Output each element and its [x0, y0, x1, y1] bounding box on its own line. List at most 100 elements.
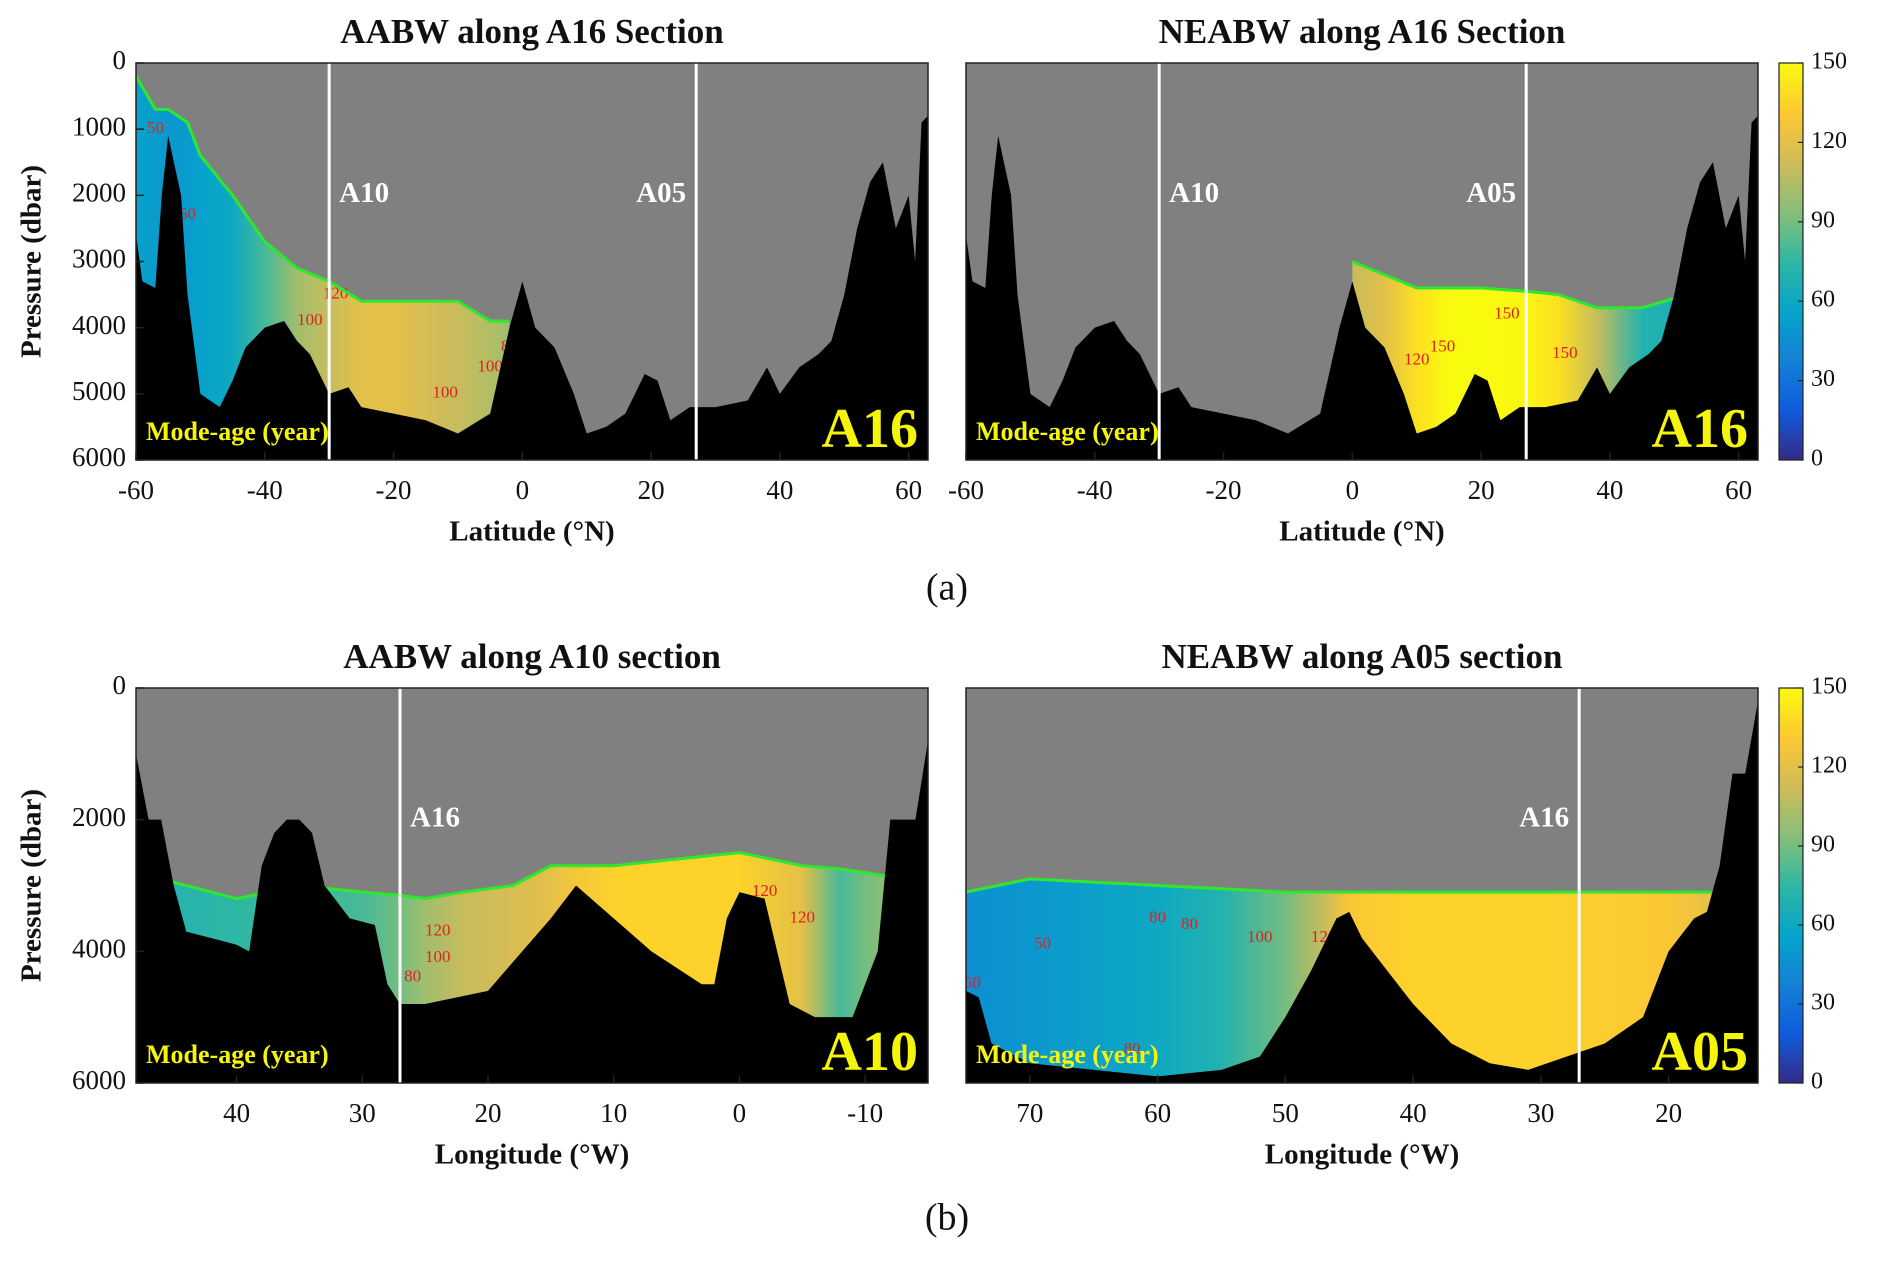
x-tick-label: 50	[1272, 1098, 1299, 1128]
x-tick-label: 60	[1725, 475, 1752, 505]
contour-label: 100	[432, 383, 458, 402]
panel: 505012010010010080A10A05Mode-age (year)A…	[16, 12, 929, 548]
y-tick-label: 1000	[72, 111, 126, 141]
x-tick-label: 20	[475, 1098, 502, 1128]
y-axis-label: Pressure (dbar)	[16, 165, 48, 358]
x-axis-label: Latitude (°N)	[1279, 516, 1444, 548]
x-tick-label: 10	[600, 1098, 627, 1128]
x-tick-label: 30	[349, 1098, 376, 1128]
legend-text: Mode-age (year)	[146, 417, 329, 446]
water-mass-top	[1351, 260, 1688, 310]
x-tick-label: -60	[948, 475, 984, 505]
x-tick-label: 20	[638, 475, 665, 505]
frame	[965, 687, 1759, 1084]
x-tick-label: -40	[1077, 475, 1113, 505]
chart-title: AABW along A16 Section	[340, 12, 723, 51]
contour-label: 80	[404, 967, 421, 986]
chart-title: NEABW along A05 section	[1162, 637, 1563, 676]
x-tick-label: 40	[766, 475, 793, 505]
contour-label: 150	[1494, 303, 1520, 322]
bathymetry	[966, 701, 1758, 1083]
water-mass-area	[136, 76, 510, 460]
x-tick-label: -40	[247, 475, 283, 505]
y-axis-label: Pressure (dbar)	[16, 789, 48, 982]
colorbar	[1778, 687, 1804, 1084]
legend-text: Mode-age (year)	[146, 1040, 329, 1069]
x-tick-label: 30	[1527, 1098, 1554, 1128]
contour-label: 120	[1404, 350, 1430, 369]
x-tick-label: 60	[895, 475, 922, 505]
y-tick-label: 4000	[72, 310, 126, 340]
x-tick-label: 40	[1400, 1098, 1427, 1128]
colorbar-tick-label: 90	[1811, 207, 1835, 233]
x-axis-label: Latitude (°N)	[449, 516, 614, 548]
x-tick-label: 40	[223, 1098, 250, 1128]
contour-label: 100	[477, 356, 503, 375]
chart-title: AABW along A10 section	[343, 637, 721, 676]
y-tick-label: 6000	[72, 442, 126, 472]
colorbar	[1778, 62, 1804, 461]
water-mass-top	[966, 877, 1720, 894]
section-line-label: A05	[636, 177, 686, 209]
contour-label: 120	[790, 907, 816, 926]
colorbar-tick-label: 0	[1811, 446, 1823, 472]
contour-label: 100	[297, 310, 323, 329]
contour-label: 100	[425, 947, 451, 966]
colorbar-tick-label: 60	[1811, 287, 1835, 313]
legend-text: Mode-age (year)	[976, 417, 1159, 446]
x-tick-label: -60	[118, 475, 154, 505]
section-line-label: A10	[339, 177, 389, 209]
y-tick-label: 2000	[72, 802, 126, 832]
contour-label: 50	[964, 973, 981, 992]
colorbar-tick-label: 60	[1811, 911, 1835, 937]
y-tick-label: 5000	[72, 376, 126, 406]
water-mass-top	[160, 851, 904, 901]
x-axis-label: Longitude (°W)	[435, 1139, 629, 1171]
caption: (b)	[925, 1197, 969, 1239]
panel: 50 50 80 80 100 120 80 A16 Mode-age (year) A05 NEA…	[964, 637, 1847, 1171]
y-tick-label: 3000	[72, 244, 126, 274]
colorbar-tick-label: 120	[1811, 128, 1847, 154]
x-tick-label: 70	[1016, 1098, 1043, 1128]
x-tick-label: 60	[1144, 1098, 1171, 1128]
colorbar-tick-label: 120	[1811, 753, 1847, 779]
x-tick-label: 0	[733, 1098, 747, 1128]
contour-label: 80	[1149, 907, 1166, 926]
x-tick-label: 0	[516, 475, 530, 505]
x-tick-label: 0	[1346, 475, 1360, 505]
contour-label: 80	[1124, 1039, 1141, 1058]
chart-title: NEABW along A16 Section	[1159, 12, 1566, 51]
section-line-label: A05	[1466, 177, 1516, 209]
contour-label: 150	[1552, 343, 1578, 362]
colorbar-tick-label: 90	[1811, 832, 1835, 858]
y-tick-label: 0	[113, 670, 127, 700]
contour-label: 120	[752, 881, 778, 900]
x-tick-label: 20	[1468, 475, 1495, 505]
plot-area: 505012010010010080A10A05Mode-age (year)A…	[136, 63, 928, 460]
y-tick-label: 0	[113, 45, 127, 75]
colorbar-tick-label: 0	[1811, 1069, 1823, 1095]
y-tick-label: 6000	[72, 1065, 126, 1095]
colorbar-tick-label: 150	[1811, 49, 1847, 75]
bathymetry	[136, 115, 928, 460]
x-tick-label: 20	[1655, 1098, 1682, 1128]
contour-label: 50	[1034, 934, 1051, 953]
section-name: A16	[1652, 398, 1748, 460]
colorbar-tick-label: 30	[1811, 990, 1835, 1016]
colorbar-tick-label: 150	[1811, 674, 1847, 700]
section-line-label: A16	[1519, 801, 1569, 833]
section-name: A10	[822, 1021, 918, 1083]
x-axis-label: Longitude (°W)	[1265, 1139, 1459, 1171]
contour-label: 120	[425, 920, 451, 939]
contour-label: 80	[1181, 914, 1198, 933]
y-tick-label: 4000	[72, 934, 126, 964]
contour-label: 50	[147, 118, 164, 137]
x-tick-label: -10	[847, 1098, 883, 1128]
x-tick-label: 40	[1596, 475, 1623, 505]
colorbar-tick-label: 30	[1811, 366, 1835, 392]
x-tick-label: -20	[1206, 475, 1242, 505]
